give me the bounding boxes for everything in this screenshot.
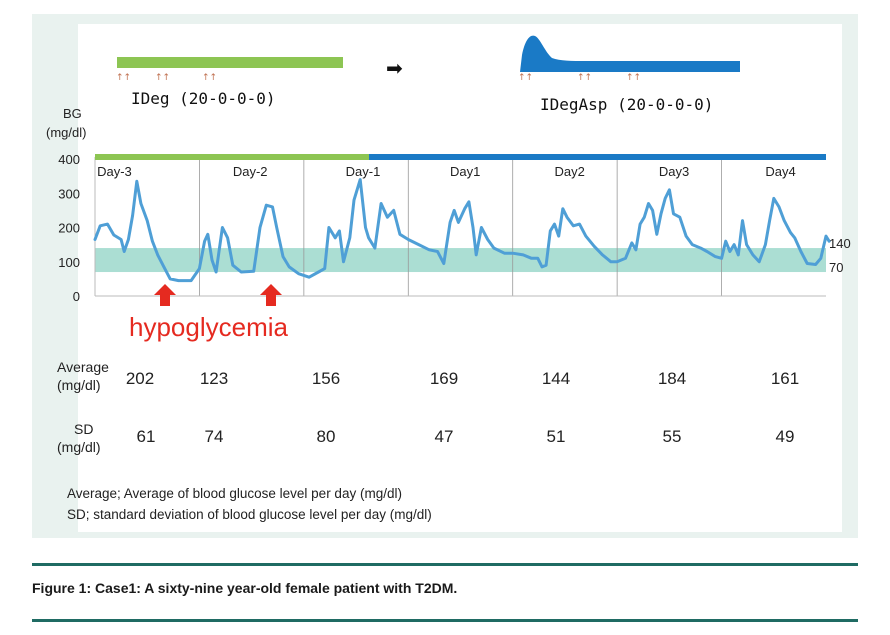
daily-sd-value: 47 bbox=[435, 427, 454, 446]
hypoglycemia-label: hypoglycemia bbox=[129, 312, 289, 342]
hypoglycemia-arrow-icon bbox=[260, 284, 282, 306]
daily-average-value: 156 bbox=[312, 369, 340, 388]
ideg-label: IDeg (20-0-0-0) bbox=[131, 89, 276, 108]
injection-mark-icon: ↑↑ bbox=[518, 73, 533, 83]
day-label: Day-3 bbox=[97, 164, 132, 179]
sd-definition-note: SD; standard deviation of blood glucose … bbox=[67, 507, 432, 522]
daily-sd-value: 74 bbox=[205, 427, 224, 446]
daily-average-value: 161 bbox=[771, 369, 799, 388]
ideg-therapy-bar bbox=[117, 57, 343, 68]
day-label: Day-1 bbox=[346, 164, 381, 179]
day-label: Day-2 bbox=[233, 164, 268, 179]
average-label-line2: (mg/dl) bbox=[57, 377, 101, 393]
injection-mark-icon: ↑↑ bbox=[202, 73, 217, 83]
y-axis-title-line1: BG bbox=[63, 106, 82, 121]
daily-average-value: 184 bbox=[658, 369, 686, 388]
day-label: Day3 bbox=[659, 164, 689, 179]
figure-panel bbox=[32, 14, 858, 538]
target-range-band bbox=[95, 248, 826, 273]
caption-top-rule bbox=[32, 563, 858, 566]
day-label: Day2 bbox=[554, 164, 584, 179]
injection-mark-icon: ↑↑ bbox=[626, 73, 641, 83]
ref-low-label: 70 bbox=[829, 260, 843, 275]
day-label: Day4 bbox=[765, 164, 795, 179]
caption-bottom-rule bbox=[32, 619, 858, 622]
figure-caption: Figure 1: Case1: A sixty-nine year-old f… bbox=[32, 580, 458, 596]
plot-area bbox=[78, 24, 842, 532]
day-label: Day1 bbox=[450, 164, 480, 179]
average-definition-note: Average; Average of blood glucose level … bbox=[67, 486, 402, 501]
y-tick-label: 400 bbox=[58, 152, 80, 167]
average-label-line1: Average bbox=[57, 359, 109, 375]
sd-label-line1: SD bbox=[74, 421, 93, 437]
daily-average-value: 202 bbox=[126, 369, 154, 388]
injection-mark-icon: ↑↑ bbox=[155, 73, 170, 83]
daily-sd-value: 51 bbox=[547, 427, 566, 446]
bg-series-line bbox=[93, 178, 831, 283]
idegasp-label: IDegAsp (20-0-0-0) bbox=[540, 95, 713, 114]
y-tick-label: 0 bbox=[73, 289, 80, 304]
ideg-period-top-bar bbox=[95, 154, 369, 160]
daily-average-value: 123 bbox=[200, 369, 228, 388]
daily-average-value: 169 bbox=[430, 369, 458, 388]
idegasp-therapy-bar bbox=[520, 35, 740, 72]
y-tick-label: 100 bbox=[58, 255, 80, 270]
daily-sd-value: 80 bbox=[317, 427, 336, 446]
sd-label-line2: (mg/dl) bbox=[57, 439, 101, 455]
idegasp-period-top-bar bbox=[369, 154, 826, 160]
hypoglycemia-arrow-icon bbox=[154, 284, 176, 306]
switch-arrow-icon: ➡ bbox=[386, 56, 403, 80]
y-axis-title-line2: (mg/dl) bbox=[46, 125, 86, 140]
daily-sd-value: 49 bbox=[776, 427, 795, 446]
ref-high-label: 140 bbox=[829, 236, 851, 251]
day-gridlines bbox=[199, 160, 722, 296]
y-tick-label: 200 bbox=[58, 221, 80, 236]
daily-average-value: 144 bbox=[542, 369, 570, 388]
injection-mark-icon: ↑↑ bbox=[116, 73, 131, 83]
daily-sd-value: 55 bbox=[663, 427, 682, 446]
daily-sd-value: 61 bbox=[137, 427, 156, 446]
y-tick-label: 300 bbox=[58, 186, 80, 201]
injection-mark-icon: ↑↑ bbox=[577, 73, 592, 83]
